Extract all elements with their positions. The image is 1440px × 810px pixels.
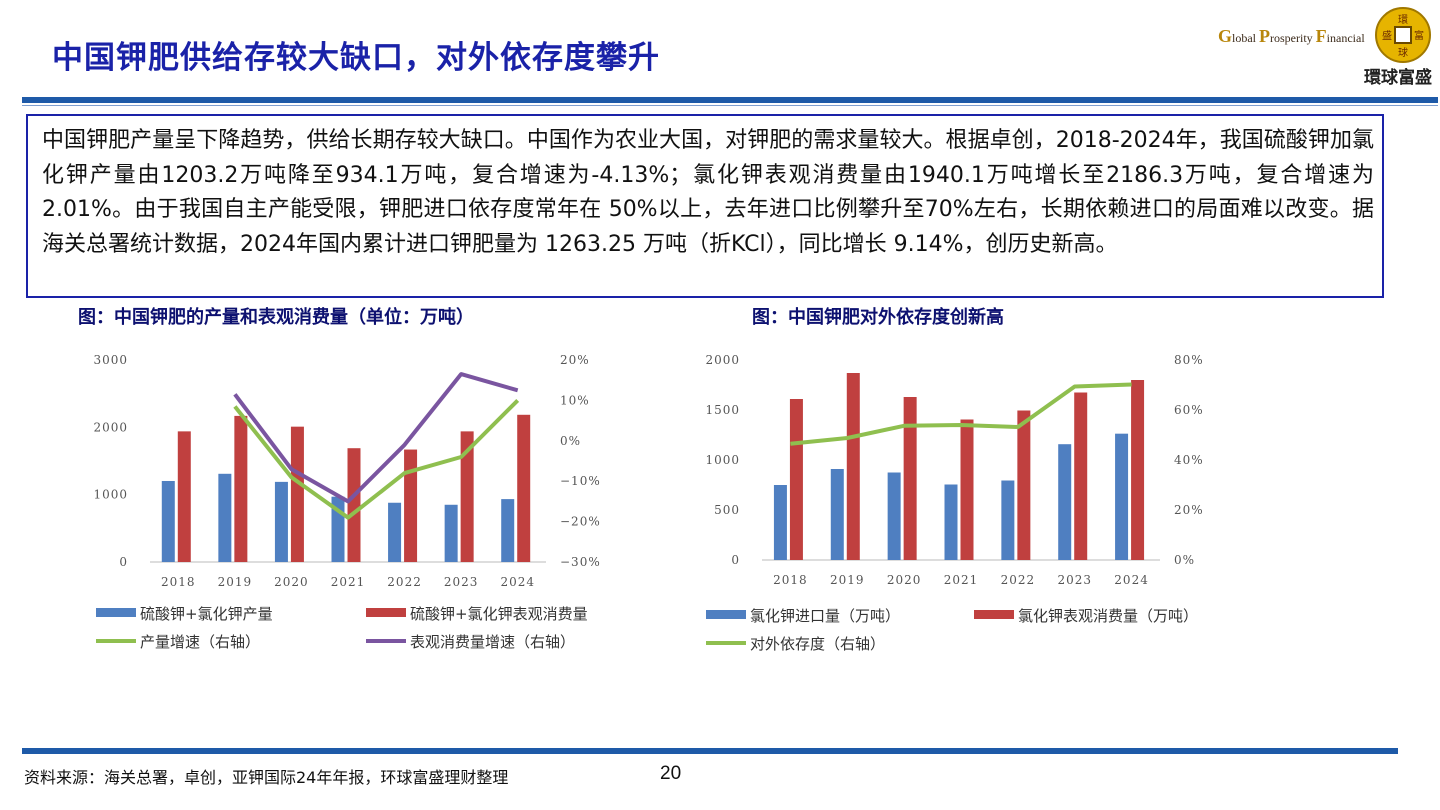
chart-production-consumption: 0 1000 2000 3000 −30% −20% −10% 0% 10% 20% 2018 201… <box>93 353 601 651</box>
chart2-x-tick: 2018 <box>773 573 808 587</box>
chart2-line-1 <box>790 382 1132 446</box>
chart2-bar-1 <box>1001 480 1015 560</box>
header-divider-thin <box>22 105 1438 106</box>
chart2-y2-tick: 40% <box>1174 453 1204 467</box>
chart1-line-2 <box>233 372 519 504</box>
chart2-bar-1 <box>944 484 958 560</box>
chart1-x-tick: 2024 <box>500 575 535 589</box>
chart1-legend-label: 表观消费量增速（右轴） <box>410 633 575 651</box>
chart1-legend-swatch <box>96 608 136 617</box>
page-title: 中国钾肥供给存较大缺口，对外依存度攀升 <box>52 40 660 76</box>
chart2-bar-2 <box>1074 392 1088 560</box>
chart1-y-tick: 3000 <box>93 353 128 367</box>
chart2-bar-2 <box>846 373 860 560</box>
chart2-bar-1 <box>887 472 901 560</box>
chart1-y-tick: 0 <box>119 555 128 569</box>
chart1-line-1 <box>233 398 520 520</box>
summary-box: 中国钾肥产量呈下降趋势，供给长期存较大缺口。中国作为农业大国，对钾肥的需求量较大… <box>26 114 1384 298</box>
chart1-y-tick: 1000 <box>93 488 128 502</box>
chart2-x-tick: 2019 <box>830 573 865 587</box>
chart2-y-tick: 0 <box>731 553 740 567</box>
chart1-bar-2 <box>290 426 304 562</box>
chart2-bar-2 <box>903 397 917 560</box>
chart2-y2-tick: 20% <box>1174 503 1204 517</box>
chart1-bar-2 <box>177 431 191 562</box>
chart2-y-tick: 1500 <box>705 403 740 417</box>
chart1-bar-2 <box>234 415 248 562</box>
chart-import-dependence: 0 500 1000 1500 2000 0% 20% 40% 60% 80% 2018 2019 20… <box>705 353 1204 653</box>
chart2-x-tick: 2023 <box>1057 573 1092 587</box>
chart1-bar-2 <box>347 448 361 562</box>
chart2-y2-tick: 80% <box>1174 353 1204 367</box>
chart2-x-tick: 2021 <box>944 573 979 587</box>
chart1-bar-1 <box>388 502 402 562</box>
chart2-bar-2 <box>1131 380 1145 560</box>
chart1-legend-label: 产量增速（右轴） <box>140 633 260 651</box>
chart2-caption: 图：中国钾肥对外依存度创新高 <box>752 307 1004 328</box>
chart1-x-tick: 2019 <box>218 575 253 589</box>
footer-divider <box>22 748 1398 754</box>
chart2-bar-1 <box>830 469 844 560</box>
chart2-y2-tick: 0% <box>1174 553 1195 567</box>
chart2-bar-2 <box>789 399 803 560</box>
chart1-legend-swatch <box>366 608 406 617</box>
chart1-y2-tick: 0% <box>560 434 581 448</box>
chart1-bar-1 <box>218 473 232 562</box>
chart1-x-tick: 2020 <box>274 575 309 589</box>
chart1-bar-1 <box>444 504 458 562</box>
chart1-x-tick: 2023 <box>444 575 479 589</box>
coin-seal-icon: 環 富 盛 球 <box>1375 7 1431 63</box>
chart1-y-tick: 2000 <box>93 420 128 434</box>
chart2-x-tick: 2024 <box>1114 573 1149 587</box>
chart1-caption: 图：中国钾肥的产量和表观消费量（单位：万吨） <box>78 307 474 328</box>
chart2-legend-swatch <box>706 610 746 619</box>
chart2-bar-1 <box>773 485 787 560</box>
chart1-legend-label: 硫酸钾+氯化钾产量 <box>140 605 273 623</box>
chart1-bar-1 <box>501 499 515 562</box>
chart2-y-tick: 1000 <box>705 453 740 467</box>
chart2-bar-2 <box>1017 410 1031 560</box>
chart1-x-tick: 2022 <box>387 575 422 589</box>
company-logo: Global Prosperity Financial 環 富 盛 球 環球富盛 <box>1212 6 1434 90</box>
chart1-y2-tick: −20% <box>560 515 601 529</box>
seal-char-right: 富 <box>1414 29 1424 42</box>
chart2-bar-1 <box>1058 444 1072 560</box>
chart1-y2-tick: 10% <box>560 393 590 407</box>
chart1-x-tick: 2018 <box>161 575 196 589</box>
header-divider <box>22 97 1438 103</box>
seal-char-top: 環 <box>1398 14 1408 26</box>
chart2-legend-label: 氯化钾表观消费量（万吨） <box>1018 607 1198 625</box>
summary-text: 中国钾肥产量呈下降趋势，供给长期存较大缺口。中国作为农业大国，对钾肥的需求量较大… <box>42 128 1374 257</box>
chart1-x-tick: 2021 <box>331 575 366 589</box>
logo-chinese-name: 環球富盛 <box>1364 68 1432 88</box>
chart2-legend-label: 对外依存度（右轴） <box>750 635 885 653</box>
chart2-legend-swatch <box>974 610 1014 619</box>
chart1-y2-tick: −30% <box>560 555 601 569</box>
seal-char-bottom: 球 <box>1398 46 1408 59</box>
chart2-bar-1 <box>1115 433 1129 560</box>
chart2-x-tick: 2020 <box>887 573 922 587</box>
chart2-y2-tick: 60% <box>1174 403 1204 417</box>
chart2-legend-label: 氯化钾进口量（万吨） <box>750 607 900 625</box>
chart2-x-tick: 2022 <box>1001 573 1036 587</box>
seal-char-left: 盛 <box>1382 29 1392 42</box>
page-number: 20 <box>660 763 682 784</box>
chart1-bar-1 <box>161 480 175 562</box>
chart1-bar-2 <box>517 414 531 562</box>
chart1-bar-2 <box>404 449 418 562</box>
source-note: 资料来源：海关总署，卓创，亚钾国际24年年报，环球富盛理财整理 <box>24 768 509 787</box>
logo-english-name: Global Prosperity Financial <box>1218 26 1365 46</box>
chart1-legend-label: 硫酸钾+氯化钾表观消费量 <box>410 605 588 623</box>
chart2-bar-2 <box>960 419 974 560</box>
chart1-y2-tick: −10% <box>560 474 601 488</box>
chart2-y-tick: 2000 <box>705 353 740 367</box>
chart1-bar-2 <box>460 431 474 562</box>
chart1-bar-1 <box>274 481 288 562</box>
chart1-y2-tick: 20% <box>560 353 590 367</box>
chart2-y-tick: 500 <box>714 503 740 517</box>
